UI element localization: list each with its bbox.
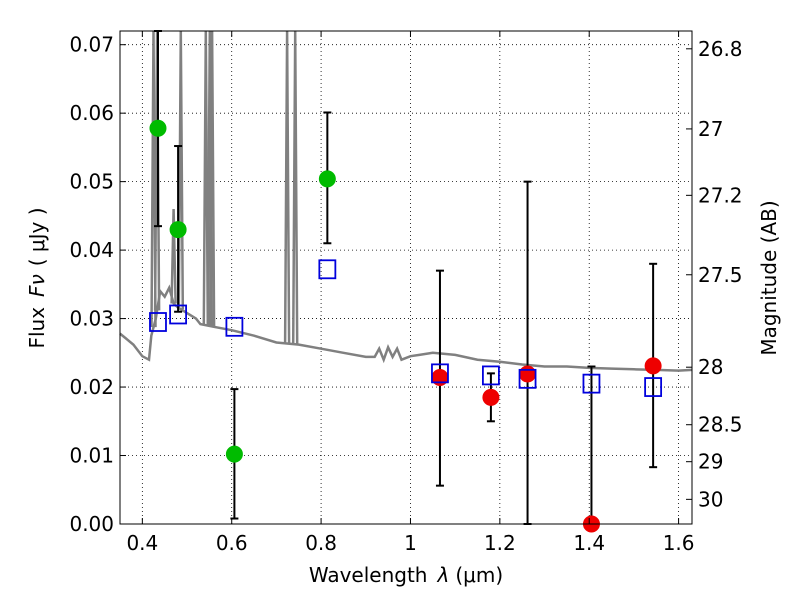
- model-square-marker: [518, 368, 537, 389]
- plot-frame: [119, 30, 693, 525]
- sed-emission-line: [291, 30, 299, 345]
- data-point-marker: [225, 445, 243, 463]
- data-point-marker: [318, 170, 336, 188]
- x-tick-label: 0.4: [126, 531, 158, 555]
- sed-emission-line: [170, 208, 177, 304]
- x-tick-label: 0.8: [305, 531, 337, 555]
- data-point-marker: [169, 221, 187, 239]
- model-square-marker: [169, 304, 187, 325]
- sed-emission-line: [283, 30, 291, 344]
- right-tick-label: 29: [698, 450, 723, 474]
- right-tick-label: 30: [698, 487, 723, 511]
- tick-layer: 0.4 0.6 0.8 1 1.2 1.4 1.6 0.00 0.01 0.02 0.03 0.04 0…: [69, 31, 743, 555]
- right-tick-label: 27: [698, 117, 723, 141]
- model-square-marker: [582, 373, 601, 394]
- y-tick-label: 0.00: [69, 512, 114, 536]
- x-axis-label: Wavelength λ (μm): [309, 563, 503, 587]
- data-point-marker: [519, 365, 537, 383]
- model-square-marker: [644, 377, 663, 397]
- y-tick-label: 0.06: [69, 101, 114, 125]
- x-tick-label: 1: [404, 531, 417, 555]
- y-tick-label: 0.05: [69, 170, 114, 194]
- model-square-marker: [431, 363, 449, 384]
- x-tick-label: 1.6: [663, 531, 695, 555]
- model-square-marker: [225, 316, 244, 337]
- data-point-marker: [149, 119, 167, 137]
- model-square-marker: [482, 365, 500, 386]
- sed-continuum-line: [119, 284, 693, 372]
- x-tick-label: 1.2: [484, 531, 516, 555]
- data-point-marker: [644, 357, 662, 375]
- right-tick-label: 26.8: [698, 37, 743, 61]
- sed-emission-line: [177, 30, 185, 310]
- right-tick-label: 28: [698, 355, 723, 379]
- right-tick-label: 27.5: [698, 263, 743, 287]
- right-tick-label: 27.2: [698, 183, 743, 207]
- model-square-marker: [318, 259, 337, 280]
- sed-model-layer: [119, 30, 693, 372]
- right-tick-label: 28.5: [698, 413, 743, 437]
- y-axis-right-label: Magnitude (AB): [757, 200, 781, 355]
- data-point-marker: [482, 388, 500, 406]
- y-tick-label: 0.02: [69, 375, 114, 399]
- x-tick-label: 1.4: [573, 531, 605, 555]
- data-layer: [149, 30, 663, 533]
- y-tick-label: 0.01: [69, 444, 114, 468]
- y-axis-label: FluxFν( μJy ): [25, 207, 49, 348]
- y-tick-label: 0.04: [69, 238, 114, 262]
- model-square-marker: [149, 312, 167, 332]
- y-tick-label: 0.07: [69, 33, 114, 57]
- x-tick-label: 0.6: [216, 531, 248, 555]
- y-tick-label: 0.03: [69, 307, 114, 331]
